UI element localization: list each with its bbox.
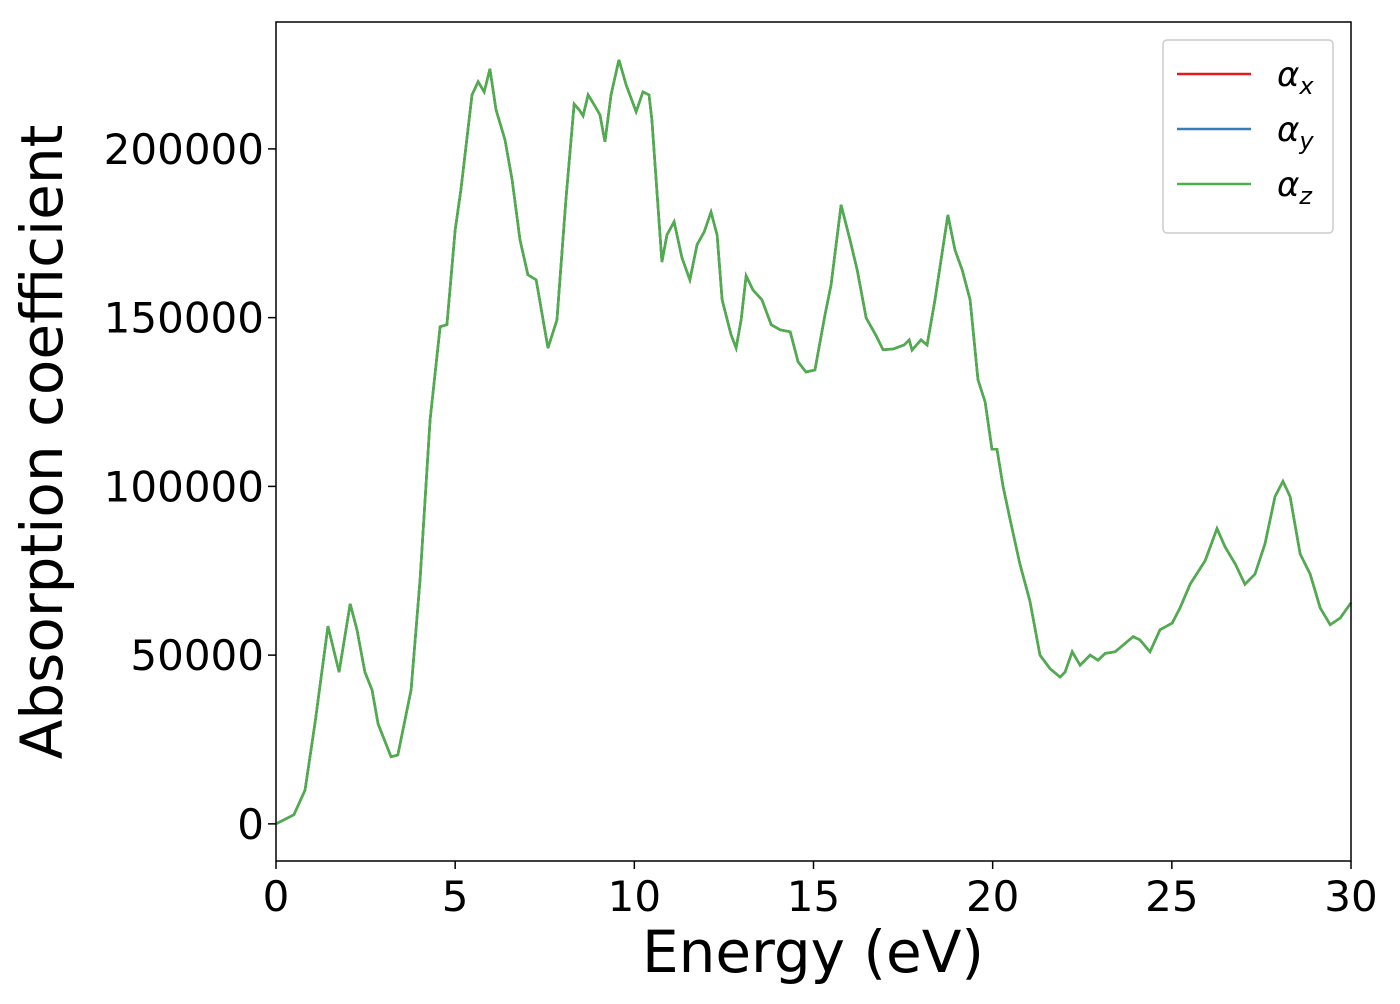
x-tick-label: 20 — [966, 872, 1019, 921]
x-tick-label: 25 — [1145, 872, 1198, 921]
x-tick-label: 10 — [608, 872, 661, 921]
y-tick-label: 200000 — [104, 125, 264, 174]
plot-frame — [275, 21, 1352, 862]
y-axis-label: Absorption coefficient — [8, 125, 76, 760]
y-tick-label: 150000 — [104, 294, 264, 343]
x-axis-label: Energy (eV) — [642, 918, 984, 986]
y-tick-label: 50000 — [130, 631, 264, 680]
x-tick-label: 0 — [263, 872, 290, 921]
y-tick-label: 100000 — [104, 462, 264, 511]
data-line — [275, 59, 1353, 825]
x-tick-label: 30 — [1324, 872, 1377, 921]
y-tick-label: 0 — [237, 800, 264, 849]
x-tick-label: 15 — [787, 872, 840, 921]
x-tick-label: 5 — [442, 872, 469, 921]
